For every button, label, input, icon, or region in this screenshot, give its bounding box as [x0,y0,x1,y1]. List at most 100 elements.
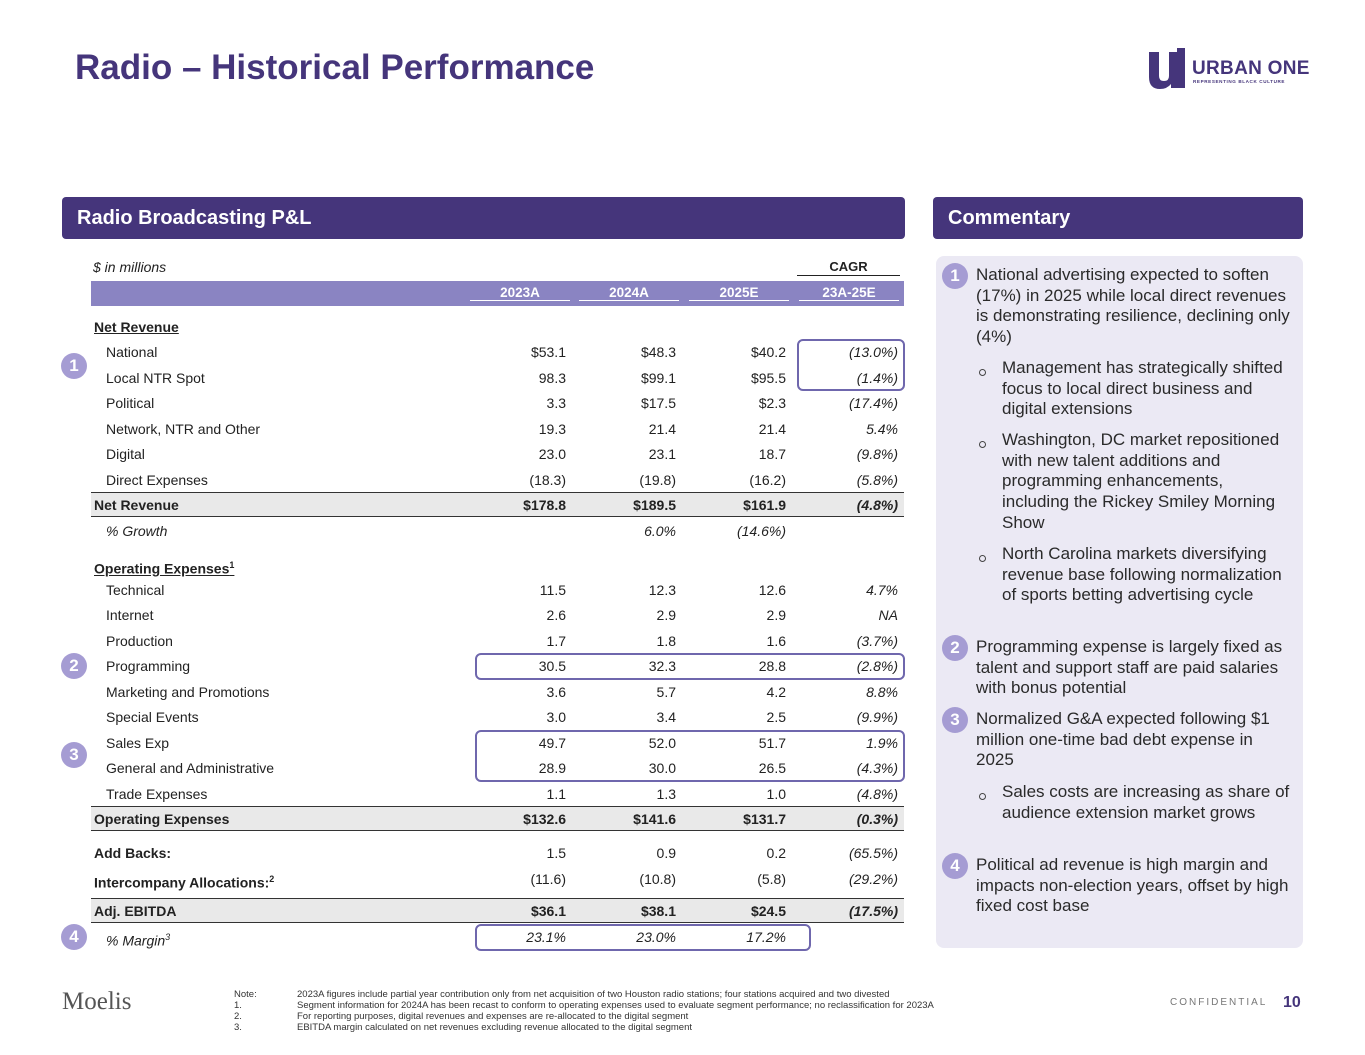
row-label: Local NTR Spot [106,369,205,387]
row-label-text: Adj. EBITDA [94,903,177,919]
footnote-marker: 3 [165,932,171,942]
row-label: Internet [106,606,153,624]
row-label-text: Net Revenue [94,319,179,335]
footnote-marker: 2 [269,874,275,884]
cell-value: 4.7% [866,582,898,598]
note-marker: 3. [234,1022,242,1033]
callout-number: 1 [942,263,968,289]
slide-title: Radio – Historical Performance [75,48,595,87]
cell-value: (5.8) [757,871,786,887]
cell-value: 11.5 [539,582,566,598]
cell-value: (2.8%) [856,658,898,674]
cell-value: 3.0 [546,709,566,725]
cell-value: 30.5 [538,658,566,674]
cell-value: 5.7 [656,684,676,700]
row-label-text: Programming [106,658,191,674]
commentary-subtext: Washington, DC market repositioned with … [1002,430,1280,532]
row-label: Production [106,632,173,650]
units-note: $ in millions [93,259,167,275]
note-text: For reporting purposes, digital revenues… [297,1011,689,1022]
cell-value: (29.2%) [848,871,898,887]
cell-value: 28.8 [758,658,786,674]
cell-value: 1.9% [866,735,898,751]
sub-bullet [979,555,986,562]
cell-value: $189.5 [633,497,676,513]
cell-value: 3.4 [656,709,676,725]
row-label-text: Technical [106,582,165,598]
row-label: Trade Expenses [106,785,207,803]
row-label: Intercompany Allocations:2 [94,870,274,892]
cell-value: $95.5 [750,370,786,386]
callout-number: 4 [942,853,968,879]
cell-value: 21.4 [758,421,786,437]
footer-brand: Moelis [62,988,132,1015]
column-rule [799,300,899,301]
callout-number: 2 [61,653,87,679]
row-label-text: Net Revenue [94,497,179,513]
sub-bullet [979,441,986,448]
cell-value: (10.8) [639,871,676,887]
page-number: 10 [1283,994,1301,1011]
cell-value: $53.1 [530,344,566,360]
cell-value: $131.7 [743,811,786,827]
cell-value: 0.2 [766,845,786,861]
column-rule [689,300,789,301]
note-text: Segment information for 2024A has been r… [297,1000,934,1011]
cell-value: (4.8%) [856,497,898,513]
row-label: Net Revenue [94,318,179,336]
row-label: % Growth [106,522,167,540]
cell-value: (17.5%) [848,903,898,919]
note-text: 2023A figures include partial year contr… [297,989,890,1000]
row-label-text: Add Backs: [94,845,172,861]
cell-value: (18.3) [529,472,566,488]
cell-value: (14.6%) [736,523,786,539]
cell-value: 30.0 [648,760,676,776]
cell-value: 3.6 [546,684,566,700]
cell-value: (11.6) [530,871,566,887]
row-label: Programming [106,657,190,675]
cell-value: 21.4 [648,421,676,437]
cell-value: 2.5 [766,709,786,725]
cell-value: (5.8%) [856,472,898,488]
cell-value: $132.6 [523,811,566,827]
cell-value: (9.8%) [856,446,898,462]
cell-value: 32.3 [648,658,676,674]
row-label-text: Local NTR Spot [106,370,205,386]
row-label-text: % Margin [106,932,166,949]
callout-number: 2 [942,635,968,661]
confidential: CONFIDENTIAL [1170,997,1268,1008]
row-label: Marketing and Promotions [106,683,269,701]
highlight-box [475,730,905,782]
cell-value: 23.0% [636,929,676,945]
cell-value: $48.3 [640,344,676,360]
cell-value: (3.7%) [856,633,898,649]
cell-value: 1.8 [656,633,676,649]
row-label: Technical [106,581,164,599]
cell-value: 2.9 [656,607,676,623]
row-label-text: Direct Expenses [106,472,208,488]
column-header: 2025E [719,285,759,300]
cell-value: (65.5%) [848,845,898,861]
row-label: Network, NTR and Other [106,420,260,438]
cell-value: (13.0%) [848,344,898,360]
cell-value: 49.7 [538,735,566,751]
cell-value: $38.1 [640,903,676,919]
cell-value: $2.3 [758,395,786,411]
total-band [91,806,904,831]
cell-value: 0.9 [656,845,676,861]
cell-value: 1.0 [766,786,786,802]
sub-bullet [979,793,986,800]
row-label: National [106,343,157,361]
row-label: Digital [106,445,145,463]
cell-value: 12.3 [648,582,676,598]
cell-value: (16.2) [749,472,786,488]
row-label-text: Digital [106,446,145,462]
cell-value: 18.7 [758,446,786,462]
cell-value: 1.7 [546,633,566,649]
cell-value: $99.1 [640,370,676,386]
commentary-text: Programming expense is largely fixed as … [976,637,1283,698]
cagr-label: CAGR [797,259,900,276]
column-header: 2024A [609,285,649,300]
row-label: Direct Expenses [106,471,208,489]
